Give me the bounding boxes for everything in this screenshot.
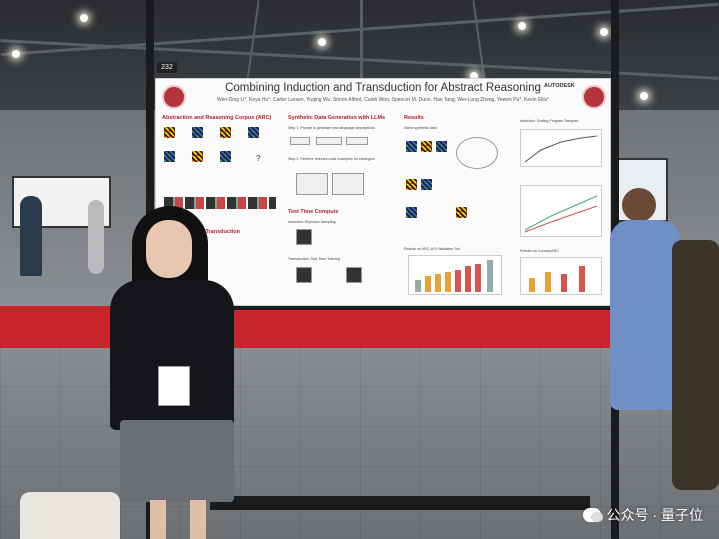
flow-box [290,137,310,145]
bar [435,274,441,292]
poster-text: Results on ConceptARC [520,249,559,253]
arc-grid [164,151,175,162]
presenter-blazer [110,280,234,430]
arc-grid [192,151,203,162]
comparison-lines [524,195,598,233]
result-grid [406,207,417,218]
section-heading-results: Results [404,115,424,121]
bar [579,266,585,292]
ceiling-light [518,22,526,30]
flow-box [296,229,312,245]
arc-grid [220,151,231,162]
poster-text: Step 1: Prompt to generate new language … [288,126,375,130]
poster-text: Same synthetic data [404,126,437,130]
watermark-text: 公众号 · 量子位 [606,507,703,523]
result-grid [436,141,447,152]
watermark: 公众号 · 量子位 [582,505,703,525]
research-poster: AUTODESK Combining Induction and Transdu… [155,78,611,306]
scaling-curve [524,135,598,163]
poster-board-base [210,496,590,510]
person-right-head [622,188,656,222]
bar [415,280,421,292]
comparison-chart [520,185,602,237]
ceiling-light [80,14,88,22]
ceiling-truss [360,0,363,110]
bar [455,270,461,292]
person-far-right [672,240,719,490]
poster-text: Induction: Rejection Sampling [288,220,336,224]
sponsor-logo: AUTODESK [544,83,575,89]
arc-grid [248,127,259,138]
ceiling-light [600,28,608,36]
flow-box [332,173,364,195]
presenter-leg [150,500,166,539]
scaling-chart [520,129,602,167]
poster-text: Results on ARC-AGI Validation Set [404,247,460,251]
bar [487,260,493,292]
poster-authors: Wen-Ding Li*, Keya Hu*, Carter Larsen, Y… [216,97,550,103]
flow-box [296,173,328,195]
result-grid [421,141,432,152]
venn-diagram [456,137,498,169]
poster-title: Combining Induction and Transduction for… [225,82,541,94]
bar [465,266,471,292]
university-seal-icon [162,85,186,109]
board-number: 232 [157,62,177,73]
flow-box [346,267,362,283]
ceiling-light [470,72,478,80]
background-person [88,200,104,274]
bar [425,276,431,292]
flow-box [346,137,368,145]
presenter-leg [190,500,206,539]
section-heading-synthetic: Synthetic Data Generation with LLMs [288,115,386,121]
presenter-skirt [120,420,234,502]
section-heading-arc: Abstraction and Reasoning Corpus (ARC) [162,115,272,121]
arc-grid [220,127,231,138]
ceiling-light [12,50,20,58]
arc-grid [164,127,175,138]
bar [529,278,535,292]
section-heading-test-time: Test Time Compute [288,209,339,215]
question-mark: ? [256,154,261,163]
arc-grid [192,127,203,138]
flow-box [316,137,342,145]
bar [475,264,481,292]
result-grid [421,179,432,190]
flow-box [296,267,312,283]
arc-grid-strip [164,197,276,209]
result-grid [406,179,417,190]
result-grid [456,207,467,218]
person-right-dress [610,220,680,410]
ceiling-light [318,38,326,46]
poster-text: Transduction: Test-Time Training [288,257,340,261]
poster-text: Induction: Scaling Program Samples [520,119,579,123]
result-grid [406,141,417,152]
background-person [20,196,42,276]
presenter-badge [158,366,190,406]
arc-results-bar-chart [408,255,502,295]
bar [445,272,451,292]
conceptarc-bar-chart [520,257,602,295]
university-seal-icon [582,85,606,109]
section-heading-induction: & Transduction [200,229,241,235]
wechat-icon [582,508,603,522]
poster-board-rail [146,304,616,310]
bar [561,274,567,292]
ceiling-light [640,92,648,100]
bag [20,492,120,539]
poster-text: Step 2: Retrieve relevant code examples … [288,157,375,161]
bar [545,272,551,292]
presenter-face [146,220,192,278]
